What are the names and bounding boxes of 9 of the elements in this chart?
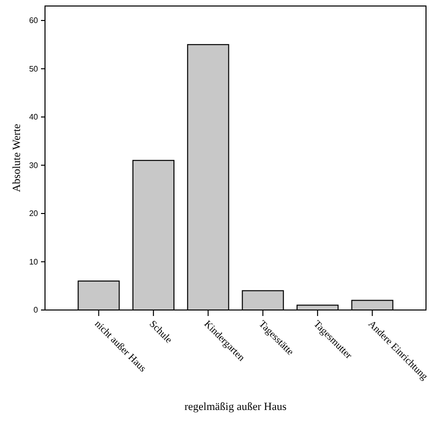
y-tick-label: 40 xyxy=(29,112,39,122)
y-tick-label: 0 xyxy=(34,306,39,315)
x-axis-title: regelmäßig außer Haus xyxy=(184,401,287,413)
y-axis-title: Absolute Werte xyxy=(11,124,23,192)
y-tick-label: 30 xyxy=(29,160,39,170)
y-tick-label: 10 xyxy=(29,257,39,266)
y-tick-label: 60 xyxy=(29,16,39,26)
y-tick-label: 20 xyxy=(29,209,39,218)
y-tick-label: 50 xyxy=(29,64,39,74)
